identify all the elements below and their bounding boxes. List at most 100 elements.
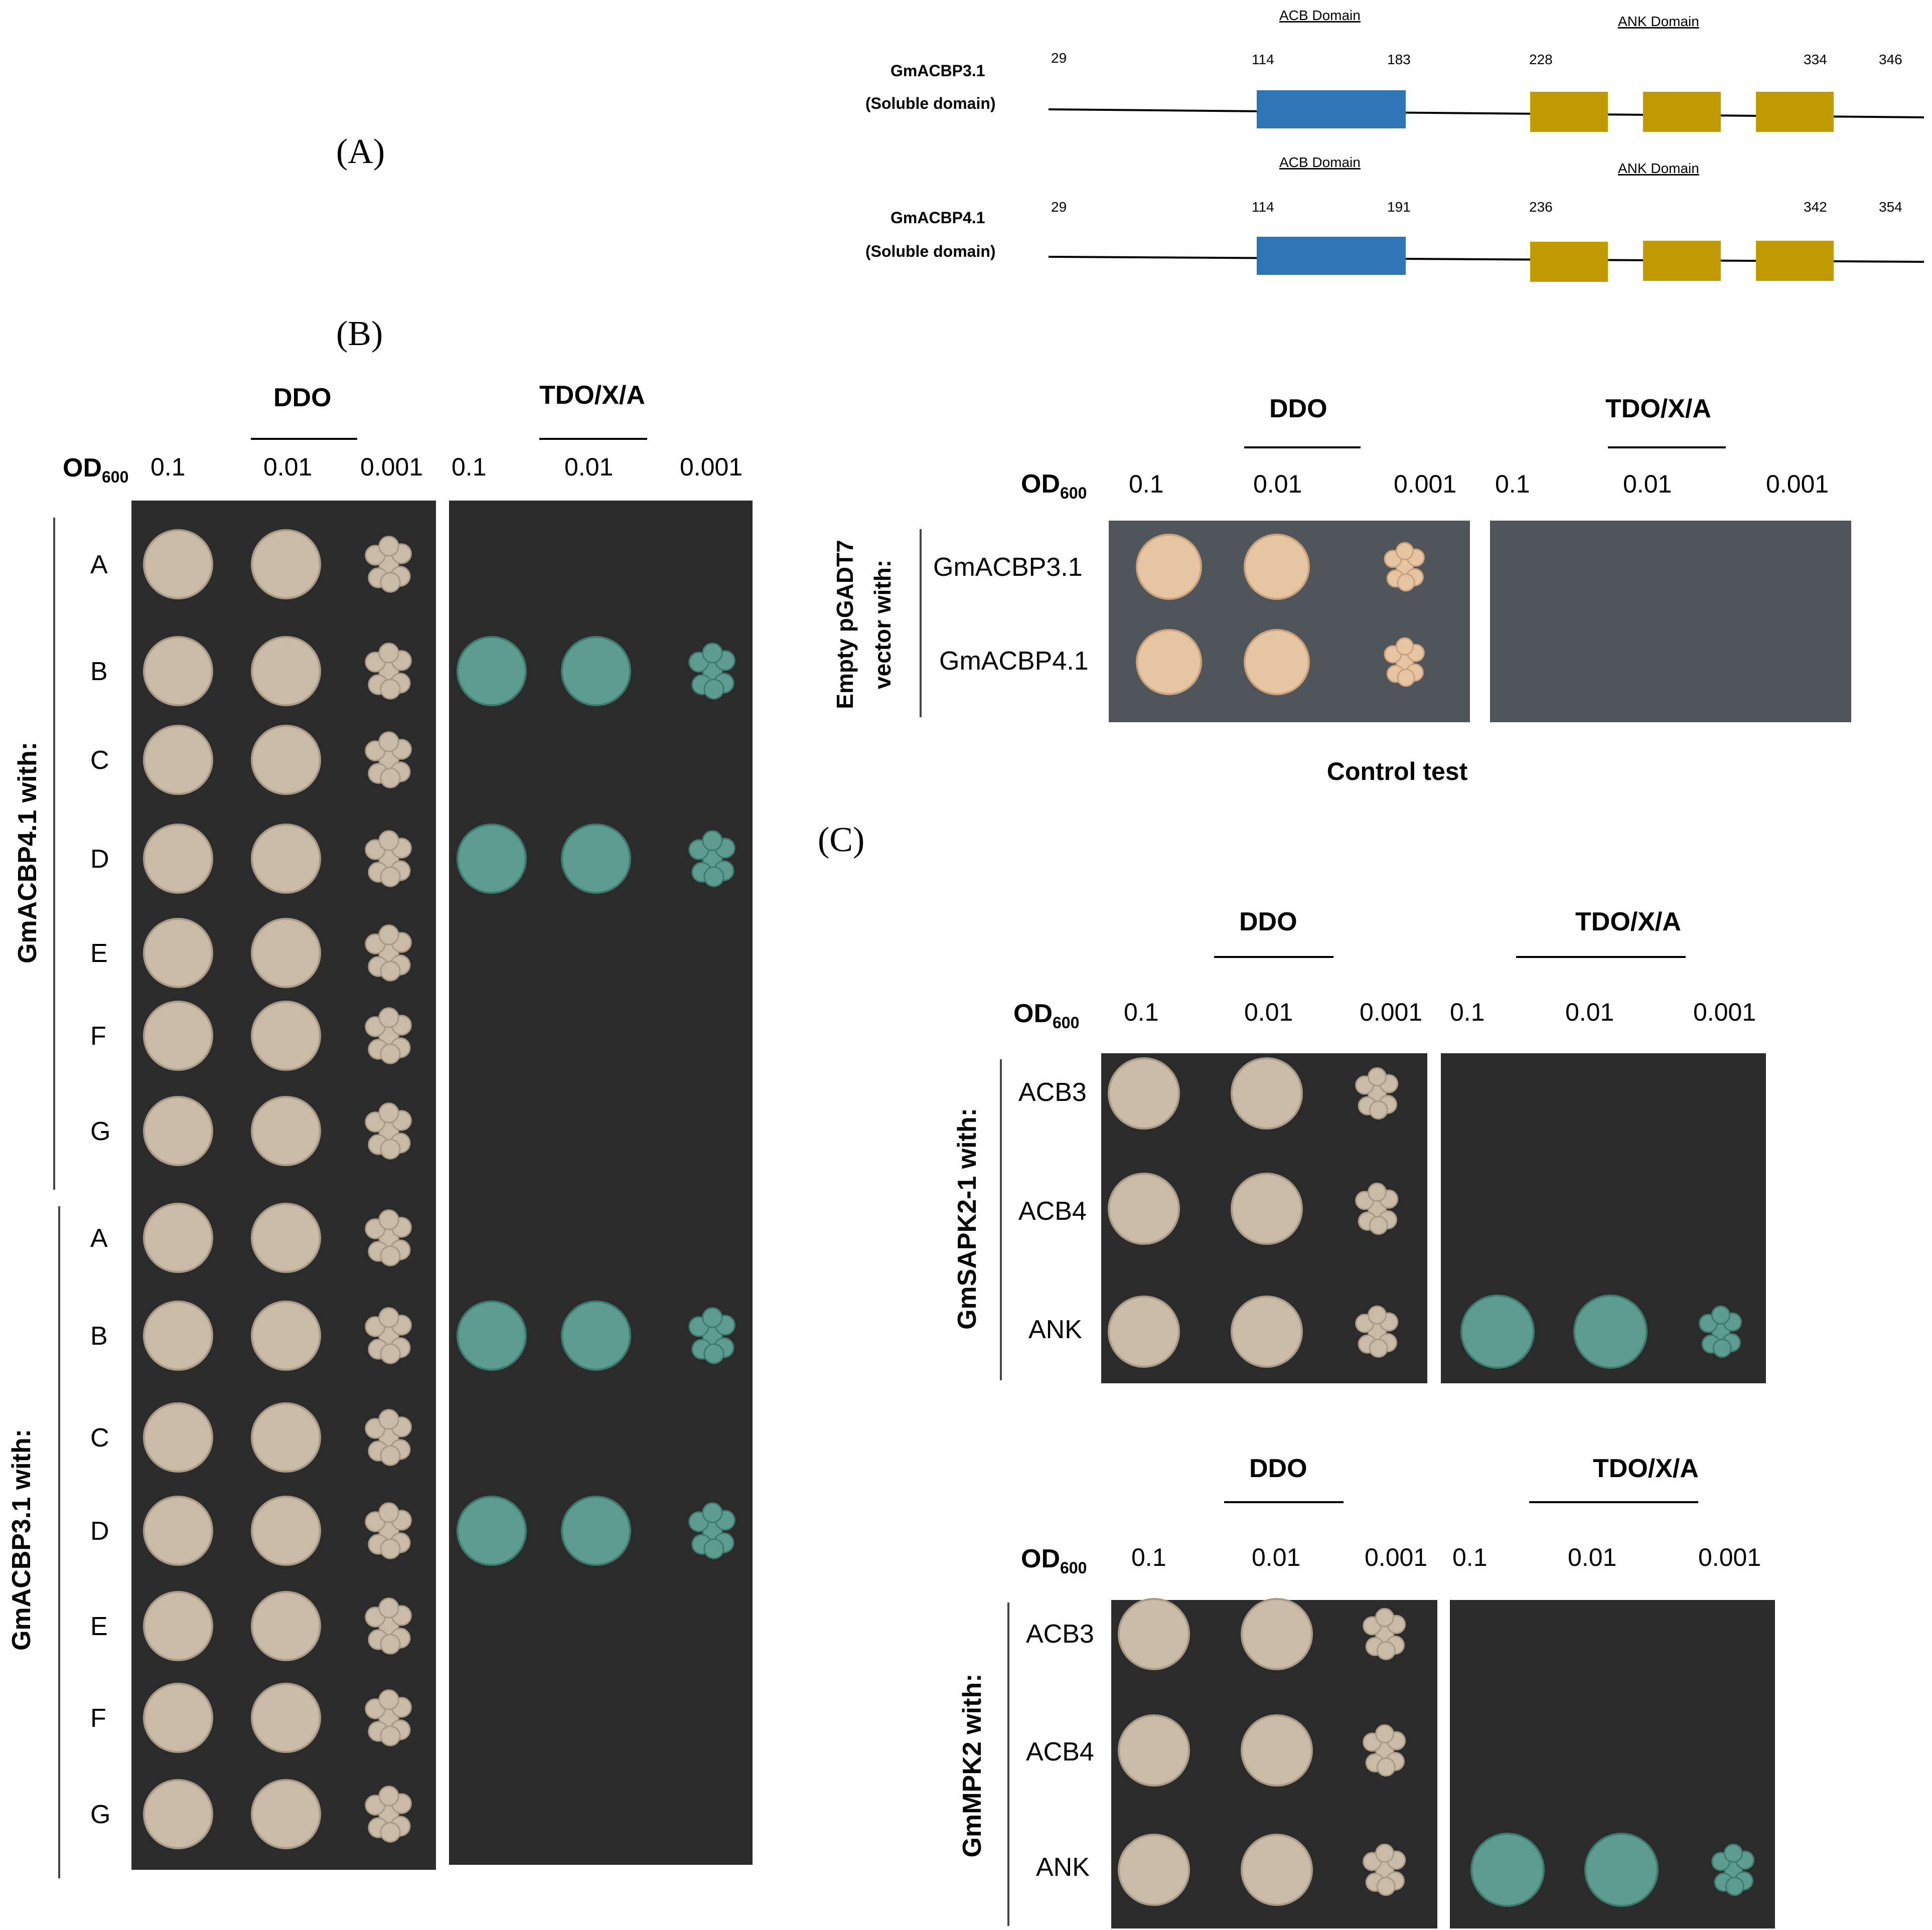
control-title: Control test: [1327, 757, 1468, 785]
colony-cluster: [365, 1786, 412, 1843]
colony: [1241, 1714, 1313, 1787]
row-label: E: [90, 939, 108, 968]
colony: [143, 824, 213, 894]
colony: [457, 1496, 527, 1566]
od-label: OD600: [1013, 999, 1079, 1032]
panel-c-sapk: DDO TDO/X/A OD600 0.1 0.01 0.001 0.1 0.0…: [953, 907, 1766, 1383]
row-label: B: [90, 1322, 108, 1351]
colony: [143, 725, 213, 795]
acb-domain-block: [1257, 90, 1406, 128]
panel-c-sapk-colonies: [1108, 1057, 1742, 1369]
od-value: 0.01: [1252, 1543, 1300, 1571]
colony-cluster: [1711, 1843, 1755, 1896]
panel-b-colonies: [143, 529, 735, 1849]
colony: [143, 1683, 213, 1753]
position-label: 183: [1387, 52, 1411, 67]
colony: [143, 1001, 213, 1071]
colony: [1244, 534, 1310, 600]
ank-repeat-block: [1530, 92, 1608, 132]
colony: [457, 824, 527, 894]
colony: [251, 824, 321, 894]
medium-label-tdo: TDO/X/A: [539, 381, 645, 410]
row-label: GmACBP3.1: [933, 553, 1083, 582]
group-label-line1: Empty pGADT7: [832, 540, 858, 709]
row-label: B: [90, 657, 108, 686]
colony-cluster: [1355, 1067, 1399, 1120]
construct-subtitle: (Soluble domain): [865, 94, 996, 112]
acb-domain-block: [1257, 237, 1406, 275]
ank-repeat-block: [1756, 241, 1834, 281]
row-label: ACB3: [1026, 1620, 1094, 1649]
position-label: 114: [1252, 199, 1274, 215]
colony: [251, 918, 321, 988]
row-label: G: [90, 1800, 110, 1829]
colony-cluster: [1363, 1607, 1406, 1661]
medium-label-tdo: TDO/X/A: [1593, 1454, 1699, 1483]
colony: [143, 1301, 213, 1371]
colony-cluster: [1384, 637, 1425, 687]
colony: [1584, 1833, 1659, 1907]
domain-map-gmacbp4: ACB Domain ANK Domain GmACBP4.1 (Soluble…: [865, 154, 1924, 282]
row-label: C: [90, 746, 109, 775]
colony-cluster: [1355, 1182, 1399, 1235]
colony: [251, 1779, 321, 1849]
colony: [1108, 1173, 1180, 1245]
panel-c-mpk: DDO TDO/X/A OD600 0.1 0.01 0.001 0.1 0.0…: [958, 1454, 1775, 1928]
od-value: 0.001: [1360, 998, 1422, 1026]
medium-label-tdo: TDO/X/A: [1605, 394, 1711, 423]
row-label: ANK: [1028, 1315, 1082, 1344]
position-label: 114: [1252, 52, 1274, 67]
colony-cluster: [688, 642, 735, 700]
ank-repeat-block: [1643, 241, 1721, 281]
medium-label-ddo: DDO: [1249, 1454, 1307, 1483]
row-label: C: [90, 1423, 109, 1453]
medium-label-tdo: TDO/X/A: [1575, 907, 1681, 936]
ank-repeat-block: [1530, 242, 1608, 282]
od-value: 0.001: [1766, 470, 1829, 498]
group-label-gmacbp3: GmACBP3.1 with:: [7, 1429, 36, 1651]
od-value: 0.1: [1495, 470, 1530, 498]
position-label: 342: [1804, 199, 1827, 215]
group-label: GmMPK2 with:: [958, 1674, 987, 1858]
group-label-gmacbp4: GmACBP4.1 with:: [13, 742, 42, 963]
colony-cluster: [688, 1502, 735, 1559]
colony-cluster: [365, 1102, 412, 1160]
colony-cluster: [365, 1689, 412, 1746]
od-value: 0.1: [1129, 470, 1164, 498]
row-label: ACB4: [1026, 1737, 1094, 1766]
ank-repeat-block: [1756, 92, 1834, 132]
colony: [457, 636, 527, 706]
colony: [1118, 1714, 1190, 1787]
od-value: 0.01: [1244, 998, 1293, 1026]
od-value: 0.01: [1623, 470, 1672, 498]
row-label: G: [90, 1117, 110, 1146]
row-label: F: [90, 1022, 106, 1051]
colony-cluster: [1699, 1305, 1742, 1358]
od-value: 0.1: [1452, 1543, 1488, 1571]
domain-map-gmacbp3: ACB Domain ANK Domain GmACBP3.1 (Soluble…: [865, 8, 1924, 132]
od-value: 0.1: [1450, 998, 1485, 1026]
colony: [143, 1203, 213, 1273]
construct-subtitle: (Soluble domain): [865, 242, 996, 260]
colony: [143, 636, 213, 706]
colony: [251, 636, 321, 706]
od-label: OD600: [1021, 469, 1087, 502]
colony: [143, 1402, 213, 1473]
colony-cluster: [365, 830, 412, 887]
colony: [251, 1591, 321, 1661]
colony: [1460, 1295, 1535, 1369]
group-label: GmSAPK2-1 with:: [953, 1108, 982, 1330]
panel-label-b: (B): [336, 314, 383, 353]
colony-cluster: [1363, 1724, 1406, 1777]
colony: [251, 1001, 321, 1071]
control-colonies: [1136, 534, 1425, 695]
colony: [143, 1096, 213, 1166]
colony: [561, 1301, 631, 1371]
colony: [1118, 1834, 1190, 1906]
od-value: 0.001: [1394, 470, 1456, 498]
position-label: 29: [1051, 199, 1067, 215]
colony-cluster: [365, 1307, 412, 1364]
panel-label-a: (A): [336, 132, 385, 171]
colony: [561, 824, 631, 894]
